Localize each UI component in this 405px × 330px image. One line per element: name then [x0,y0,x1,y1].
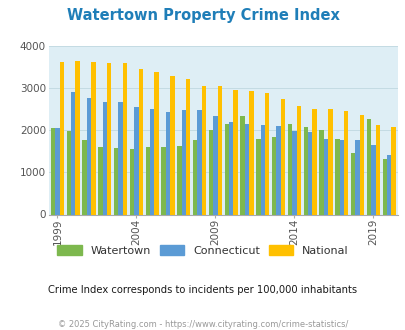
Bar [335,139,339,214]
Bar [51,128,55,214]
Bar [280,99,285,214]
Bar [375,125,379,214]
Bar [276,126,280,214]
Bar [343,111,347,214]
Bar [354,140,359,214]
Bar [319,129,323,214]
Bar [224,124,228,214]
Bar [185,79,190,214]
Bar [260,125,264,214]
Bar [366,119,370,214]
Bar [130,149,134,214]
Bar [386,155,390,214]
Bar [303,127,307,214]
Bar [154,72,158,214]
Bar [197,110,201,214]
Bar [161,147,165,214]
Bar [307,132,311,214]
Bar [134,107,138,214]
Bar [145,147,149,214]
Bar [149,109,154,214]
Bar [350,153,354,214]
Bar [71,92,75,214]
Bar [240,115,244,214]
Bar [66,131,71,214]
Bar [177,146,181,214]
Bar [192,140,197,214]
Bar [311,109,316,214]
Bar [55,128,60,214]
Bar [102,102,107,214]
Text: © 2025 CityRating.com - https://www.cityrating.com/crime-statistics/: © 2025 CityRating.com - https://www.city… [58,320,347,329]
Bar [170,76,174,214]
Bar [138,69,143,214]
Bar [296,106,300,214]
Bar [323,139,327,214]
Bar [123,63,127,214]
Bar [165,112,170,214]
Text: Watertown Property Crime Index: Watertown Property Crime Index [66,8,339,23]
Bar [370,145,375,214]
Bar [75,60,80,214]
Bar [359,115,363,214]
Bar [217,86,222,214]
Bar [114,148,118,214]
Bar [390,127,395,214]
Bar [249,91,253,214]
Bar [292,131,296,214]
Bar [256,139,260,214]
Bar [87,98,91,214]
Bar [107,63,111,214]
Bar [382,159,386,214]
Bar [228,122,233,214]
Bar [201,86,206,214]
Bar [244,124,249,214]
Text: Crime Index corresponds to incidents per 100,000 inhabitants: Crime Index corresponds to incidents per… [48,285,357,295]
Bar [233,90,237,214]
Bar [327,109,332,214]
Bar [264,93,269,214]
Bar [287,124,292,214]
Legend: Watertown, Connecticut, National: Watertown, Connecticut, National [53,241,352,260]
Bar [181,110,185,214]
Bar [118,102,123,214]
Bar [339,140,343,214]
Bar [271,137,276,214]
Bar [213,115,217,214]
Bar [60,62,64,214]
Bar [98,147,102,214]
Bar [82,141,87,214]
Bar [91,62,96,214]
Bar [208,129,213,214]
